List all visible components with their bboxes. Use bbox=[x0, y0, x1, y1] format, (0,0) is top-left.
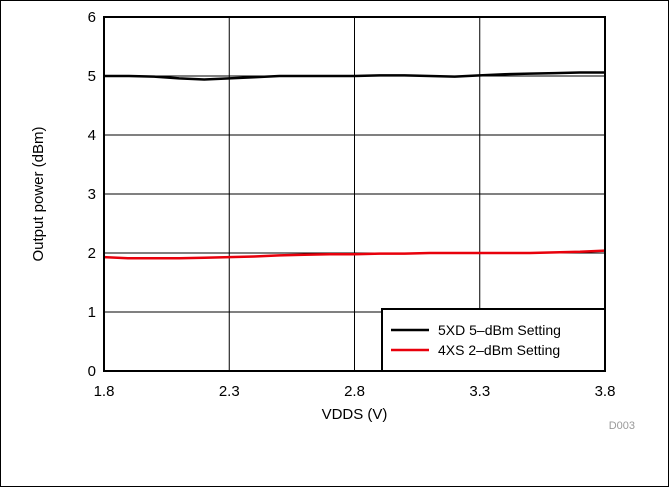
legend-label-1: 5XD 5–dBm Setting bbox=[438, 322, 561, 338]
y-tick-label: 4 bbox=[88, 127, 96, 144]
y-axis-label: Output power (dBm) bbox=[30, 126, 47, 261]
y-tick-label: 6 bbox=[88, 9, 96, 26]
x-tick-label: 3.8 bbox=[595, 383, 616, 400]
legend-label-2: 4XS 2–dBm Setting bbox=[438, 342, 560, 358]
series-line-1 bbox=[104, 71, 605, 81]
x-tick-label: 2.8 bbox=[344, 383, 365, 400]
y-tick-label: 0 bbox=[88, 363, 96, 380]
figure-id-annotation: D003 bbox=[609, 420, 635, 432]
legend-box bbox=[381, 308, 606, 372]
legend: 5XD 5–dBm Setting 4XS 2–dBm Setting bbox=[381, 308, 606, 372]
plot-border bbox=[103, 16, 606, 372]
y-tick-label: 5 bbox=[88, 68, 96, 85]
series-lines bbox=[103, 71, 606, 260]
y-tick-labels: 0 1 2 3 4 5 6 bbox=[88, 9, 96, 380]
x-tick-labels: 1.8 2.3 2.8 3.3 3.8 bbox=[94, 383, 616, 400]
x-tick-label: 3.3 bbox=[469, 383, 490, 400]
series-line-2 bbox=[103, 249, 606, 260]
x-tick-label: 1.8 bbox=[94, 383, 115, 400]
x-tick-label: 2.3 bbox=[219, 383, 240, 400]
y-tick-label: 2 bbox=[88, 245, 96, 262]
y-tick-label: 1 bbox=[88, 304, 96, 321]
x-axis-label: VDDS (V) bbox=[322, 406, 388, 423]
y-tick-label: 3 bbox=[88, 186, 96, 203]
